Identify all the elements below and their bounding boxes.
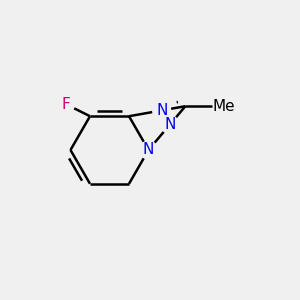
- Circle shape: [58, 96, 74, 112]
- Text: N: N: [156, 103, 167, 118]
- Text: F: F: [61, 97, 70, 112]
- Text: N: N: [164, 117, 176, 132]
- Text: Me: Me: [212, 99, 235, 114]
- Text: N: N: [143, 142, 154, 158]
- Circle shape: [161, 116, 178, 133]
- Circle shape: [153, 102, 170, 119]
- Circle shape: [140, 142, 157, 158]
